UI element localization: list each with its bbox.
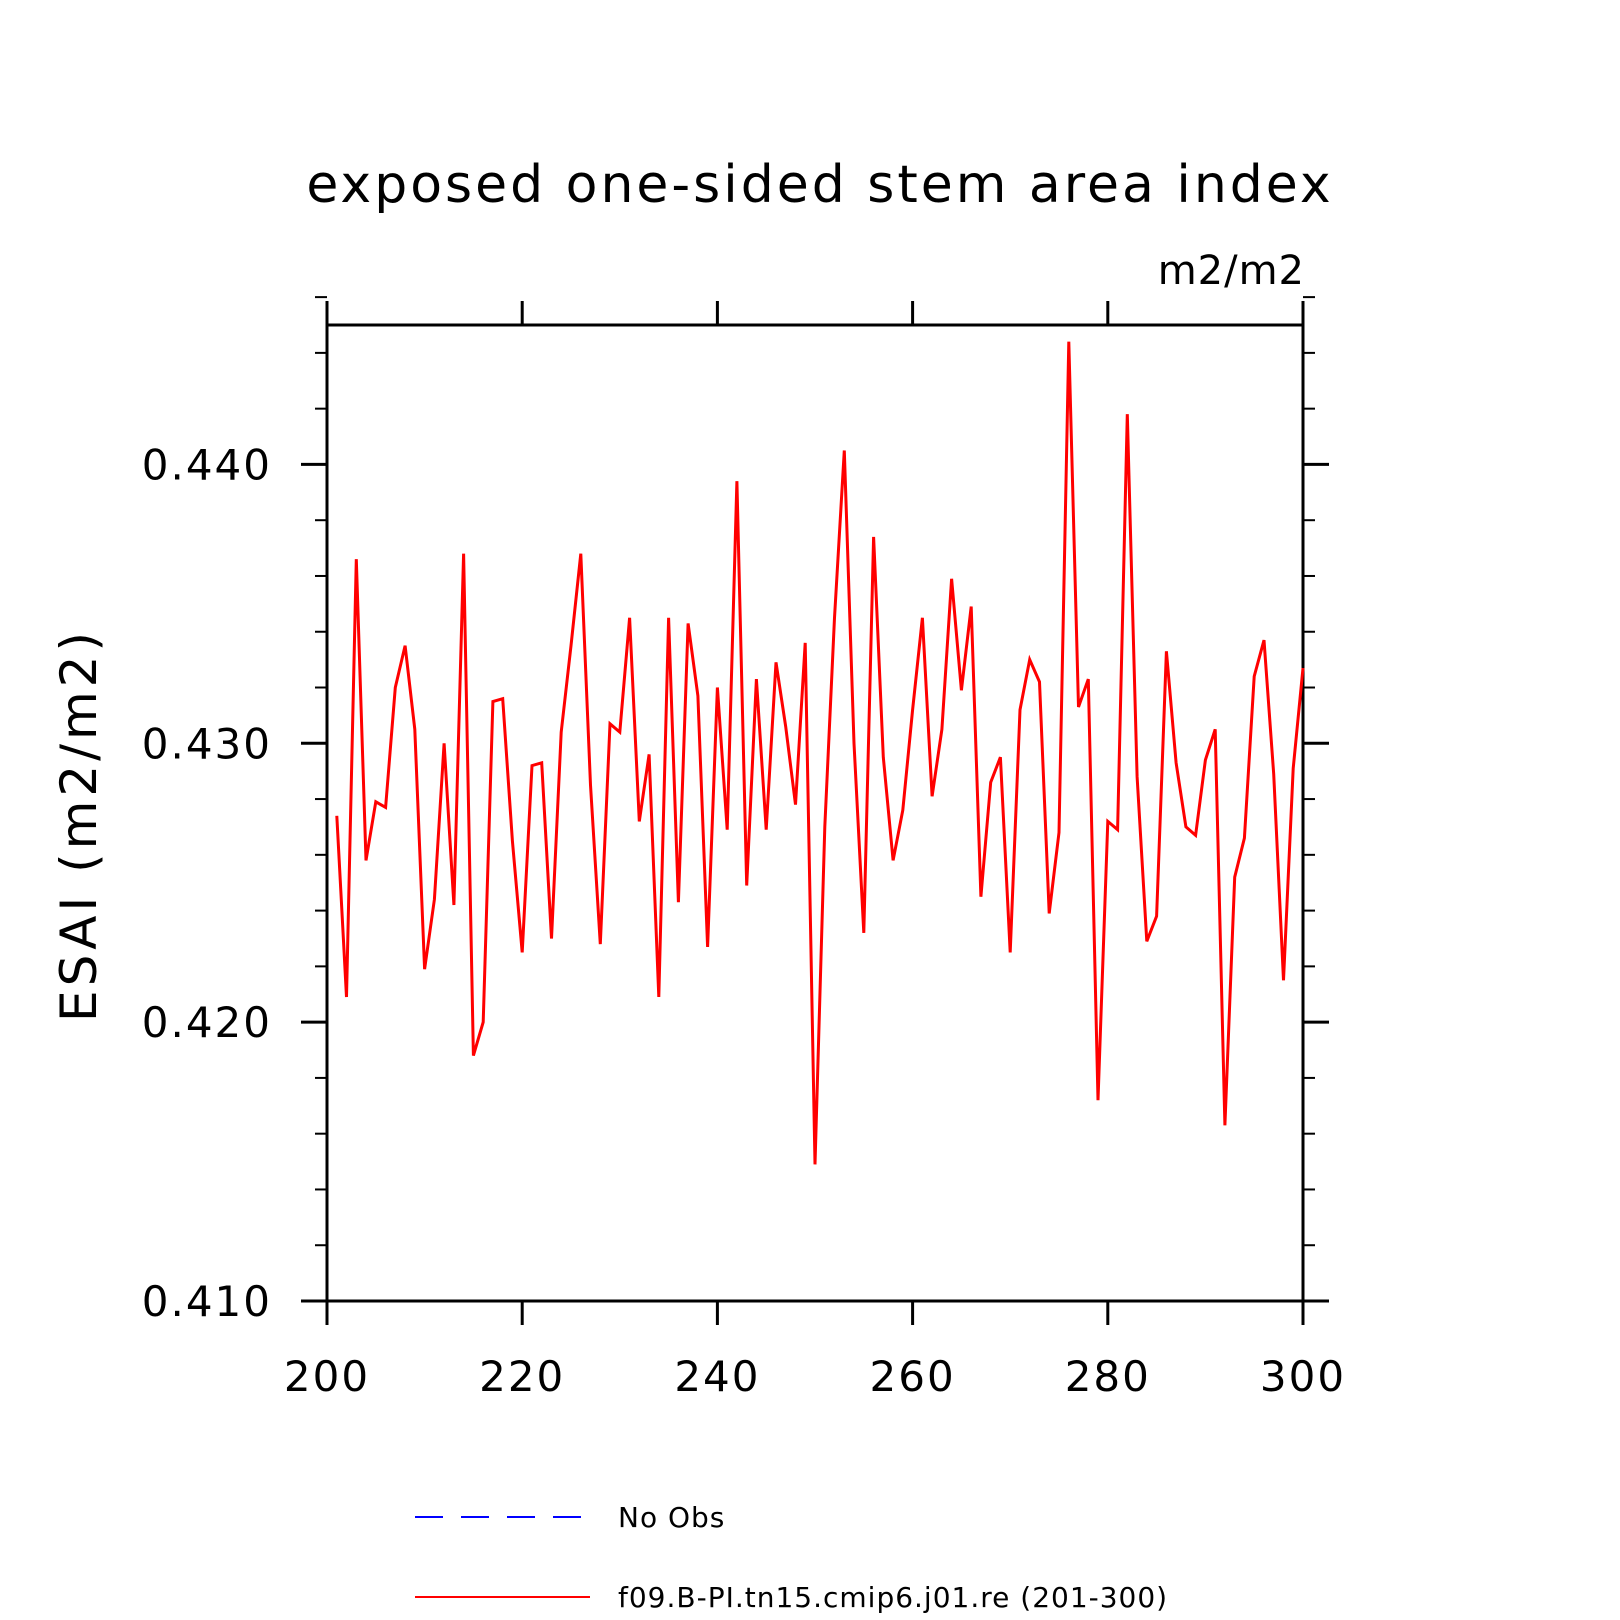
y-tick-label: 0.410	[142, 1277, 272, 1326]
series-layer	[335, 341, 1305, 1165]
chart-title: exposed one-sided stem area index	[306, 155, 1333, 215]
x-tick-label: 220	[479, 1352, 565, 1401]
x-tick-label: 260	[870, 1352, 956, 1401]
plot-frame	[325, 323, 1305, 1303]
units-label: m2/m2	[1158, 248, 1305, 294]
y-tick-label: 0.430	[142, 719, 272, 768]
y-tick-label: 0.420	[142, 998, 272, 1047]
legend-label: f09.B-PI.tn15.cmip6.j01.re (201-300)	[618, 1581, 1168, 1614]
x-tick-label: 300	[1260, 1352, 1346, 1401]
series-line	[335, 341, 1305, 1165]
y-tick-label: 0.440	[142, 440, 272, 489]
legend-label: No Obs	[618, 1501, 725, 1534]
y-axis-label: ESAI (m2/m2)	[50, 628, 108, 1022]
x-tick-label: 200	[284, 1352, 370, 1401]
x-tick-label: 280	[1065, 1352, 1151, 1401]
legend: No Obs f09.B-PI.tn15.cmip6.j01.re (201-30…	[415, 1501, 1168, 1614]
x-tick-label: 240	[674, 1352, 760, 1401]
tick-labels: 200 220 240 260 280 300 0.410 0.420 0.430 0.440	[142, 440, 1346, 1401]
axis-ticks	[301, 296, 1329, 1325]
